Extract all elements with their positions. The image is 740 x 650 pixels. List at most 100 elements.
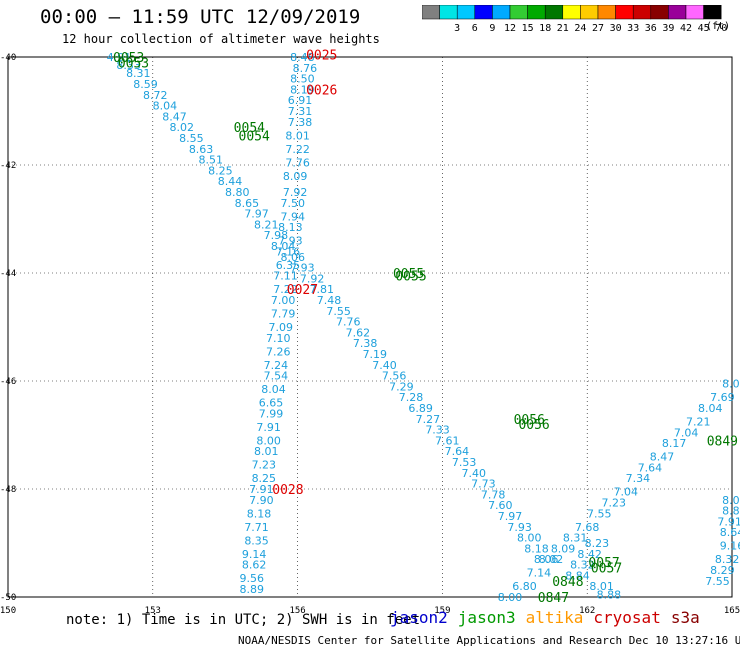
swh-value-label: 7.61 bbox=[435, 434, 460, 447]
colorbar-tick-label: 9 bbox=[489, 23, 495, 34]
swh-value-label: 8.00 bbox=[722, 494, 740, 507]
swh-value-label: 8.06 bbox=[534, 553, 559, 566]
swh-value-label: 8.19 bbox=[290, 83, 315, 96]
swh-value-label: 8.23 bbox=[585, 537, 610, 550]
colorbar-tick-label: 33 bbox=[627, 23, 639, 34]
swh-value-label: 8.50 bbox=[290, 73, 315, 86]
colorbar-tick-label: 39 bbox=[662, 23, 674, 34]
time-label: 0057 bbox=[591, 561, 622, 576]
swh-value-label: 6.65 bbox=[259, 397, 284, 410]
swh-value-label: 7.64 bbox=[638, 461, 663, 474]
swh-value-label: 8.31 bbox=[126, 67, 151, 80]
swh-value-label: 8.04 bbox=[153, 100, 178, 113]
swh-value-label: 7.16 bbox=[276, 245, 301, 258]
colorbar-tick-label: 21 bbox=[557, 23, 569, 34]
swh-value-label: 7.79 bbox=[271, 308, 296, 321]
swh-value-label: 8.35 bbox=[244, 534, 269, 547]
legend-entry-jason3: jason3 bbox=[457, 608, 516, 627]
swh-value-label: 7.04 bbox=[614, 486, 639, 499]
swh-value-label: 8.88 bbox=[597, 588, 622, 601]
swh-value-label: 7.10 bbox=[266, 332, 291, 345]
colorbar-tick-label: 36 bbox=[645, 23, 657, 34]
swh-value-label: 8.25 bbox=[252, 472, 277, 485]
colorbar-tick-label: 18 bbox=[539, 23, 551, 34]
legend-entry-altika: altika bbox=[525, 608, 584, 627]
x-tick-label: 153 bbox=[145, 606, 161, 616]
swh-value-label: 7.38 bbox=[353, 337, 378, 350]
swh-value-label: 7.21 bbox=[686, 416, 711, 429]
swh-value-label: 8.47 bbox=[162, 110, 187, 123]
legend-entry-jason2: jason2 bbox=[390, 608, 448, 627]
time-label: 0055 bbox=[395, 270, 426, 285]
legend-entry-cryosat: cryosat bbox=[593, 608, 661, 627]
legend-entry-s3a: s3a bbox=[670, 608, 700, 627]
swh-value-label: 7.73 bbox=[471, 478, 496, 491]
satellite-legend: jason2 jason3 altika cryosat s3a bbox=[390, 608, 710, 627]
swh-value-label: 8.04 bbox=[698, 402, 723, 415]
swh-value-label: 7.91 bbox=[249, 483, 274, 496]
swh-value-label: 8.13 bbox=[278, 221, 303, 234]
swh-value-label: 8.47 bbox=[650, 451, 675, 464]
time-label: 0055 bbox=[393, 267, 424, 282]
swh-value-label: 7.92 bbox=[283, 186, 308, 199]
swh-value-label: 7.91 bbox=[717, 515, 740, 528]
swh-value-label: 8.04 bbox=[261, 383, 286, 396]
colorbar-tick-label: 45 bbox=[698, 23, 710, 34]
y-tick-label: -44 bbox=[0, 269, 16, 279]
y-tick-label: -40 bbox=[0, 53, 16, 63]
swh-value-label: 7.28 bbox=[399, 391, 424, 404]
colorbar-tick-label: 27 bbox=[592, 23, 604, 34]
swh-value-label: 7.68 bbox=[575, 521, 600, 534]
swh-value-label: 9.16 bbox=[720, 540, 740, 553]
swh-value-label: 7.19 bbox=[363, 348, 388, 361]
chart-title: 00:00 — 11:59 UTC 12/09/2019 bbox=[40, 6, 361, 28]
swh-value-label: 7.40 bbox=[462, 467, 487, 480]
swh-value-label: 7.29 bbox=[389, 380, 414, 393]
swh-value-label: 8.42 bbox=[577, 548, 602, 561]
swh-value-label: 7.93 bbox=[507, 521, 532, 534]
swh-value-label: 8.02 bbox=[170, 121, 195, 134]
swh-value-label: 6.89 bbox=[408, 402, 433, 415]
swh-value-label: 8.29 bbox=[710, 564, 735, 577]
colorbar-tick-label: 12 bbox=[504, 23, 516, 34]
x-tick-label: 162 bbox=[579, 606, 595, 616]
swh-value-label: 8.89 bbox=[239, 583, 264, 596]
swh-value-label: 6.35 bbox=[276, 259, 301, 272]
swh-value-label: 8.59 bbox=[133, 78, 158, 91]
swh-value-label: 7.93 bbox=[290, 262, 315, 275]
swh-value-label: 8.51 bbox=[198, 154, 223, 167]
swh-value-label: 8.25 bbox=[208, 164, 233, 177]
colorbar-legend: 3 6 9 12 15 18 21 24 27 30 33 36 39 42 45 70 bbox=[422, 5, 727, 34]
time-label: 0849 bbox=[707, 434, 738, 449]
swh-value-label: 7.60 bbox=[488, 499, 513, 512]
swh-value-label: 7.91 bbox=[256, 421, 281, 434]
swh-value-label: 7.04 bbox=[674, 426, 699, 439]
swh-value-label: 7.93 bbox=[278, 235, 303, 248]
swh-value-label: 7.54 bbox=[264, 370, 289, 383]
swh-value-label: 6.80 bbox=[512, 580, 537, 593]
swh-value-label: 7.38 bbox=[288, 116, 313, 129]
swh-value-label: 8.02 bbox=[539, 553, 564, 566]
swh-value-label: 7.27 bbox=[416, 413, 441, 426]
credit-line: NOAA/NESDIS Center for Satellite Applica… bbox=[238, 634, 740, 647]
swh-value-label: 8.21 bbox=[254, 218, 279, 231]
time-label: 0054 bbox=[234, 121, 265, 136]
swh-value-label: 7.22 bbox=[273, 283, 298, 296]
swh-value-label: 7.55 bbox=[587, 507, 612, 520]
swh-value-label: 8.31 bbox=[563, 532, 588, 545]
swh-value-label: 8.06 bbox=[281, 251, 306, 264]
x-tick-label: 165 bbox=[724, 606, 740, 616]
swh-value-label: 7.34 bbox=[626, 472, 651, 485]
colorbar-tick-label: 15 bbox=[522, 23, 534, 34]
colorbar-tick-label: 3 bbox=[454, 23, 460, 34]
colorbar-unit: (ft) bbox=[706, 21, 731, 32]
swh-value-label: 8.01 bbox=[285, 129, 310, 142]
swh-value-label: 7.99 bbox=[259, 407, 284, 420]
swh-value-label: 7.97 bbox=[498, 510, 523, 523]
swh-value-label: 7.11 bbox=[273, 270, 298, 283]
swh-value-label: 7.31 bbox=[288, 105, 313, 118]
time-label: 0056 bbox=[514, 413, 545, 428]
swh-value-label: 7.90 bbox=[249, 494, 274, 507]
